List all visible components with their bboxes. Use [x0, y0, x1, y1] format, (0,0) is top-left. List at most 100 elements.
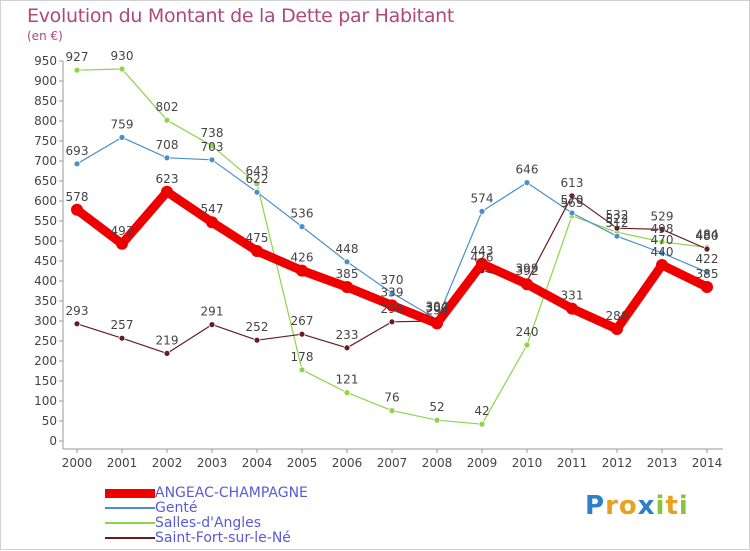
data-point	[298, 330, 306, 338]
legend-label: Genté	[155, 500, 198, 516]
data-point	[613, 232, 621, 240]
y-tick-label: 900	[34, 74, 57, 88]
data-label: 529	[651, 209, 674, 223]
x-tick-label: 2003	[197, 456, 228, 470]
data-point	[386, 299, 398, 312]
data-point	[298, 366, 306, 374]
data-label: 927	[66, 50, 89, 64]
data-label: 233	[336, 328, 359, 342]
legend-item: Genté	[105, 500, 197, 516]
data-point	[118, 334, 126, 342]
data-label: 623	[156, 172, 179, 186]
legend-item: Saint-Fort-sur-le-Né	[105, 530, 291, 546]
data-point	[388, 289, 396, 297]
data-label: 802	[156, 100, 179, 114]
data-point	[208, 321, 216, 329]
data-label: 178	[291, 350, 314, 364]
data-label: 475	[246, 231, 269, 245]
logo-letter: x	[637, 491, 656, 521]
data-label: 52	[429, 400, 444, 414]
legend-swatch	[105, 537, 155, 539]
x-tick-label: 2012	[602, 456, 633, 470]
legend-swatch	[105, 488, 155, 498]
x-tick-label: 2011	[557, 456, 588, 470]
data-label: 578	[66, 190, 89, 204]
data-point	[703, 245, 711, 253]
y-tick-label: 450	[34, 254, 57, 268]
data-label: 547	[201, 202, 224, 216]
data-point	[343, 344, 351, 352]
data-label: 331	[561, 289, 584, 303]
data-label: 293	[66, 304, 89, 318]
data-label: 532	[606, 208, 629, 222]
data-point	[478, 207, 486, 215]
y-tick-label: 550	[34, 214, 57, 228]
data-label: 480	[696, 229, 719, 243]
y-tick-label: 0	[49, 434, 57, 448]
legend-label: Salles-d'Angles	[155, 515, 262, 531]
data-point	[433, 416, 441, 424]
y-tick-label: 150	[34, 374, 57, 388]
x-tick-label: 2008	[422, 456, 453, 470]
x-tick-label: 2005	[287, 456, 318, 470]
data-label: 76	[384, 391, 399, 405]
data-label: 121	[336, 373, 359, 387]
data-point	[703, 268, 711, 276]
data-point	[251, 245, 263, 257]
data-label: 536	[291, 207, 314, 221]
y-tick-label: 650	[34, 174, 57, 188]
data-label: 498	[651, 222, 674, 236]
data-label: 759	[111, 117, 134, 131]
x-tick-label: 2000	[62, 456, 93, 470]
data-label: 643	[246, 164, 269, 178]
data-point	[253, 188, 261, 196]
data-point	[523, 179, 531, 187]
data-label: 563	[561, 196, 584, 210]
data-label: 339	[381, 285, 404, 299]
legend-swatch	[105, 507, 155, 509]
data-label: 267	[291, 314, 314, 328]
data-label: 252	[246, 320, 269, 334]
y-tick-label: 500	[34, 234, 57, 248]
data-point	[71, 203, 83, 216]
y-tick-label: 50	[42, 414, 57, 428]
x-tick-label: 2009	[467, 456, 498, 470]
y-tick-label: 750	[34, 134, 57, 148]
data-label: 703	[201, 140, 224, 154]
data-point	[431, 317, 443, 330]
data-point	[388, 407, 396, 415]
data-label: 422	[696, 252, 719, 266]
data-point	[118, 65, 126, 73]
data-label: 370	[381, 273, 404, 287]
data-point	[611, 323, 623, 335]
logo-letter: r	[605, 491, 619, 521]
data-point	[656, 259, 668, 271]
y-tick-label: 700	[34, 154, 57, 168]
data-point	[568, 209, 576, 217]
x-tick-label: 2001	[107, 456, 138, 470]
data-point	[116, 237, 128, 250]
data-label: 304	[426, 299, 449, 313]
logo-letter: P	[585, 491, 606, 521]
data-point	[161, 185, 173, 198]
unit-label: (en €)	[27, 29, 63, 43]
data-label: 298	[381, 302, 404, 316]
y-tick-label: 950	[34, 54, 57, 68]
data-label: 280	[606, 309, 629, 323]
data-point	[343, 389, 351, 397]
data-label: 294	[426, 303, 449, 317]
data-point	[613, 224, 621, 232]
y-tick-label: 400	[34, 274, 57, 288]
series-line	[76, 68, 708, 425]
data-label: 512	[606, 216, 629, 230]
legend-label: Saint-Fort-sur-le-Né	[155, 530, 291, 546]
data-label: 574	[471, 191, 494, 205]
data-label: 493	[111, 224, 134, 238]
y-tick-label: 200	[34, 354, 57, 368]
data-point	[208, 142, 216, 150]
data-point	[118, 133, 126, 141]
data-point	[388, 318, 396, 326]
data-point	[73, 320, 81, 328]
data-point	[568, 192, 576, 200]
